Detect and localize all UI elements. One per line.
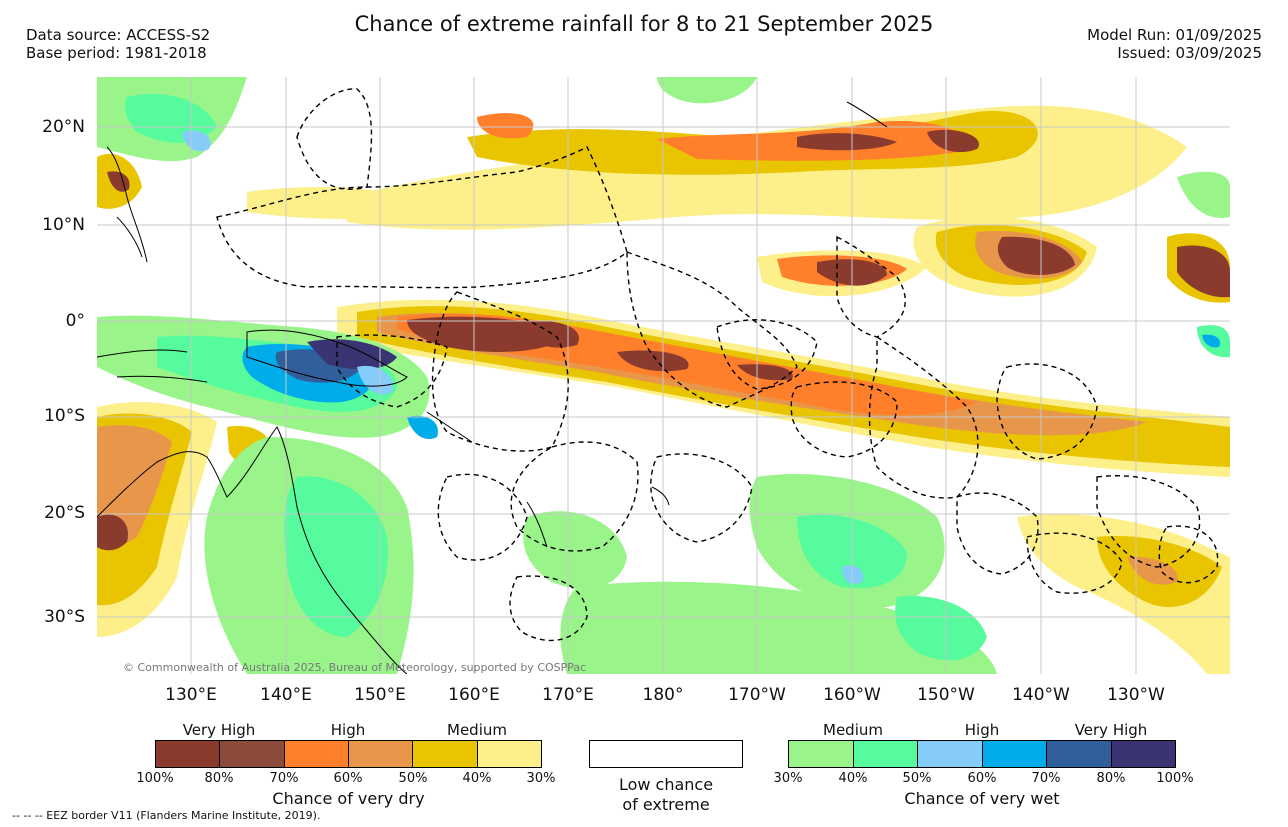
map-title: Chance of extreme rainfall for 8 to 21 S… [354,12,934,36]
dry-tick: 60% [333,771,363,786]
wet-colorbar [788,740,1176,768]
wet-category-medium: Medium [823,721,883,739]
lat-label-0: 0° [65,311,85,331]
wet-swatch-30-40 [789,741,854,767]
wet-tick: 50% [902,771,932,786]
dry-swatch-80-70 [220,741,285,767]
lon-label-180: 180° [642,685,684,705]
wet-anomaly-layer [97,77,1230,674]
wet-tick: 70% [1031,771,1061,786]
dry-anomaly-layer [97,105,1230,674]
rainfall-map: © Commonwealth of Australia 2025, Bureau… [97,77,1230,674]
dry-tick: 80% [204,771,234,786]
model-run-text: Model Run: 01/09/2025 [1087,26,1262,44]
lon-label-150e: 150°E [354,685,406,705]
low-chance-swatch [589,740,743,768]
coastlines [97,101,888,674]
wet-swatch-40-50 [853,741,918,767]
lon-label-150w: 150°W [917,685,975,705]
dry-swatch-70-60 [284,741,349,767]
wet-tick: 80% [1096,771,1126,786]
dry-tick: 30% [526,771,556,786]
dry-swatch-60-50 [348,741,414,767]
wet-tick: 60% [967,771,997,786]
wet-legend-title: Chance of very wet [904,789,1060,808]
header-right-info: Model Run: 01/09/2025 Issued: 03/09/2025 [1087,26,1262,62]
header-left-info: Data source: ACCESS-S2 Base period: 1981… [26,26,210,62]
lon-label-170w: 170°W [728,685,786,705]
lon-label-140e: 140°E [260,685,312,705]
lon-label-170e: 170°E [542,685,594,705]
lat-label-10n: 10°N [42,215,85,235]
dry-tick: 100% [136,771,174,786]
map-credit: © Commonwealth of Australia 2025, Bureau… [123,661,586,674]
dry-category-very-high: Very High [182,721,256,739]
lon-label-140w: 140°W [1012,685,1070,705]
wet-swatch-60-70 [982,741,1047,767]
low-chance-line1: Low chance [618,775,714,794]
dry-colorbar [155,740,542,768]
dry-legend-title: Chance of very dry [272,789,425,808]
wet-tick: 30% [773,771,803,786]
dry-category-medium: Medium [447,721,507,739]
lon-label-160w: 160°W [823,685,881,705]
wet-swatch-70-80 [1047,741,1112,767]
lat-label-30s: 30°S [44,607,85,627]
wet-tick: 100% [1156,771,1194,786]
issued-text: Issued: 03/09/2025 [1117,44,1262,62]
dry-tick: 50% [398,771,428,786]
eez-borders [216,88,1219,642]
dry-tick: 70% [269,771,299,786]
lon-label-130e: 130°E [165,685,217,705]
wet-swatch-50-60 [918,741,983,767]
low-chance-label: Low chance of extreme [589,775,743,815]
dry-swatch-100-80 [156,741,221,767]
dry-swatch-50-40 [413,741,478,767]
lat-label-10s: 10°S [44,406,85,426]
lat-label-20n: 20°N [42,117,85,137]
graticule [97,77,1230,674]
wet-swatch-80-100 [1111,741,1175,767]
data-source-text: Data source: ACCESS-S2 [26,26,211,44]
wet-category-very-high: Very High [1074,721,1148,739]
dry-category-high: High [330,721,366,739]
wet-category-high: High [964,721,1000,739]
low-chance-line2: of extreme [622,795,710,814]
lat-label-20s: 20°S [44,503,85,523]
dry-tick: 40% [462,771,492,786]
dry-swatch-40-30 [477,741,541,767]
lon-label-130w: 130°W [1107,685,1165,705]
lon-label-160e: 160°E [448,685,500,705]
eez-footnote: -- -- -- EEZ border V11 (Flanders Marine… [12,809,321,822]
wet-tick: 40% [838,771,868,786]
base-period-text: Base period: 1981-2018 [26,44,207,62]
